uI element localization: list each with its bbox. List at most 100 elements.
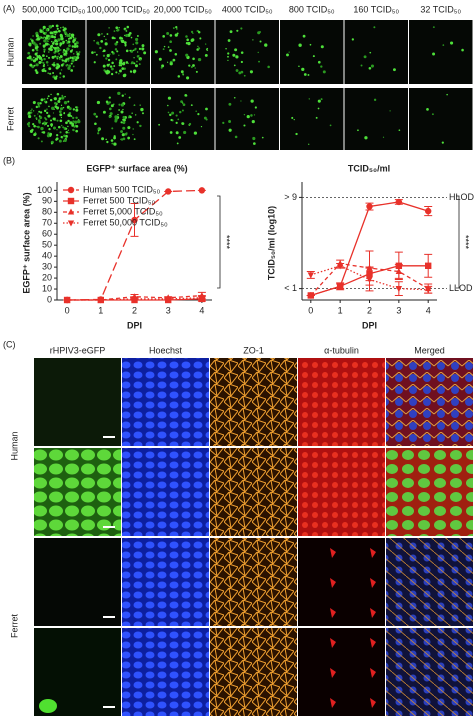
fluorescent-spot — [105, 57, 108, 60]
legend-label: Ferret 5,000 TCID₅₀ — [83, 206, 163, 216]
fluorescent-spot — [62, 140, 65, 142]
fluorescent-spot — [108, 115, 112, 119]
fluorescent-spot — [53, 35, 56, 39]
column-header: Merged — [414, 345, 445, 355]
fluorescent-spot — [197, 47, 201, 50]
fluorescent-spot — [58, 57, 61, 60]
micrograph — [210, 448, 297, 536]
fluorescent-spot — [32, 100, 36, 105]
fluorescent-spot — [121, 133, 125, 137]
fluorescent-spot — [130, 62, 133, 65]
micrograph — [298, 448, 385, 536]
fluorescent-spot — [206, 49, 208, 51]
fluorescent-spot — [57, 29, 61, 33]
fluorescent-spot — [62, 106, 65, 109]
fluorescent-spot — [62, 75, 65, 78]
fluorescent-spot — [56, 27, 59, 30]
fluorescent-spot — [59, 33, 63, 37]
fluorescent-spot — [197, 45, 199, 47]
fluorescent-spot — [253, 114, 256, 116]
x-tick-label: 3 — [166, 305, 171, 315]
fluorescent-spot — [56, 92, 60, 96]
fluorescent-spot — [128, 96, 131, 99]
fluorescent-spot — [49, 72, 51, 75]
fluorescent-spot — [63, 112, 66, 115]
fluorescent-spot — [39, 29, 43, 33]
x-tick-label: 2 — [367, 305, 372, 315]
fluorescent-spot — [133, 138, 136, 141]
fluorescent-spot — [183, 130, 187, 135]
fluorescent-spot — [43, 109, 47, 113]
legend-marker — [67, 220, 75, 227]
fluorescent-spot — [47, 132, 50, 135]
fluorescent-spot — [166, 61, 169, 63]
x-tick-label: 1 — [98, 305, 103, 315]
fluorescent-spot — [55, 24, 59, 28]
fluorescent-spot — [228, 102, 232, 106]
data-point — [307, 291, 315, 298]
fluorescent-spot — [72, 108, 75, 111]
fluorescent-spot — [351, 38, 355, 41]
fluorescent-spot — [118, 109, 121, 111]
fluorescent-spot — [129, 49, 132, 52]
fluorescent-spot — [322, 70, 326, 74]
fluorescent-spot — [111, 51, 113, 53]
data-point — [198, 187, 206, 194]
fluorescent-spot — [320, 98, 323, 101]
fluorescent-spot — [117, 113, 119, 116]
fluorescent-spot — [141, 112, 144, 115]
fluorescent-spot — [160, 66, 163, 69]
fluorescent-spot — [197, 31, 201, 34]
fluorescent-spot — [161, 64, 165, 68]
fluorescent-spot — [46, 108, 48, 110]
fluorescent-spot — [63, 138, 67, 143]
fluorescent-spot — [66, 47, 70, 51]
fluorescent-spot — [135, 41, 139, 45]
column-header: 32 TCID₅₀ — [420, 4, 461, 14]
fluorescent-spot — [194, 67, 196, 69]
fluorescent-spot — [39, 116, 43, 119]
fluorescent-spot — [186, 38, 189, 42]
fluorescent-spot — [203, 116, 207, 120]
micrograph — [86, 88, 150, 150]
fluorescent-spot — [46, 97, 49, 100]
fluorescent-spot — [70, 62, 73, 65]
fluorescent-spot — [170, 118, 173, 122]
fluorescent-spot — [182, 73, 184, 75]
fluorescent-spot — [58, 110, 62, 114]
fluorescent-spot — [291, 116, 294, 119]
fluorescent-spot — [309, 43, 312, 46]
fluorescent-spot — [114, 42, 118, 46]
data-point — [336, 263, 344, 270]
fluorescent-spot — [233, 64, 236, 67]
micrograph — [122, 448, 209, 536]
micrograph — [151, 88, 215, 150]
fluorescent-spot — [250, 114, 253, 117]
y-tick-label: 80 — [42, 207, 52, 217]
fluorescent-spot — [116, 50, 119, 53]
fluorescent-spot — [59, 55, 63, 58]
data-point — [336, 283, 344, 290]
legend-label: Human 500 TCID₅₀ — [83, 184, 160, 194]
fluorescent-spot — [199, 37, 202, 40]
fluorescent-spot — [47, 34, 50, 38]
fluorescent-spot — [58, 53, 60, 55]
fluorescent-spot — [227, 59, 229, 62]
data-point — [366, 276, 373, 283]
micrograph — [34, 448, 121, 536]
fluorescent-spot — [36, 118, 38, 120]
fluorescent-spot — [295, 132, 298, 136]
fluorescent-spot — [28, 125, 31, 128]
fluorescent-spot — [357, 129, 359, 132]
fluorescent-spot — [229, 30, 233, 34]
legend-label: Ferret 50,000 TCID₅₀ — [83, 217, 168, 227]
fluorescent-spot — [105, 138, 107, 141]
fluorescent-spot — [45, 60, 49, 64]
fluorescent-spot — [35, 63, 39, 67]
fluorescent-spot — [288, 51, 290, 53]
fluorescent-spot — [192, 32, 194, 35]
fluorescent-spot — [28, 43, 32, 47]
fluorescent-spot — [188, 64, 191, 67]
fluorescent-spot — [49, 98, 53, 102]
fluorescent-spot — [61, 96, 65, 100]
